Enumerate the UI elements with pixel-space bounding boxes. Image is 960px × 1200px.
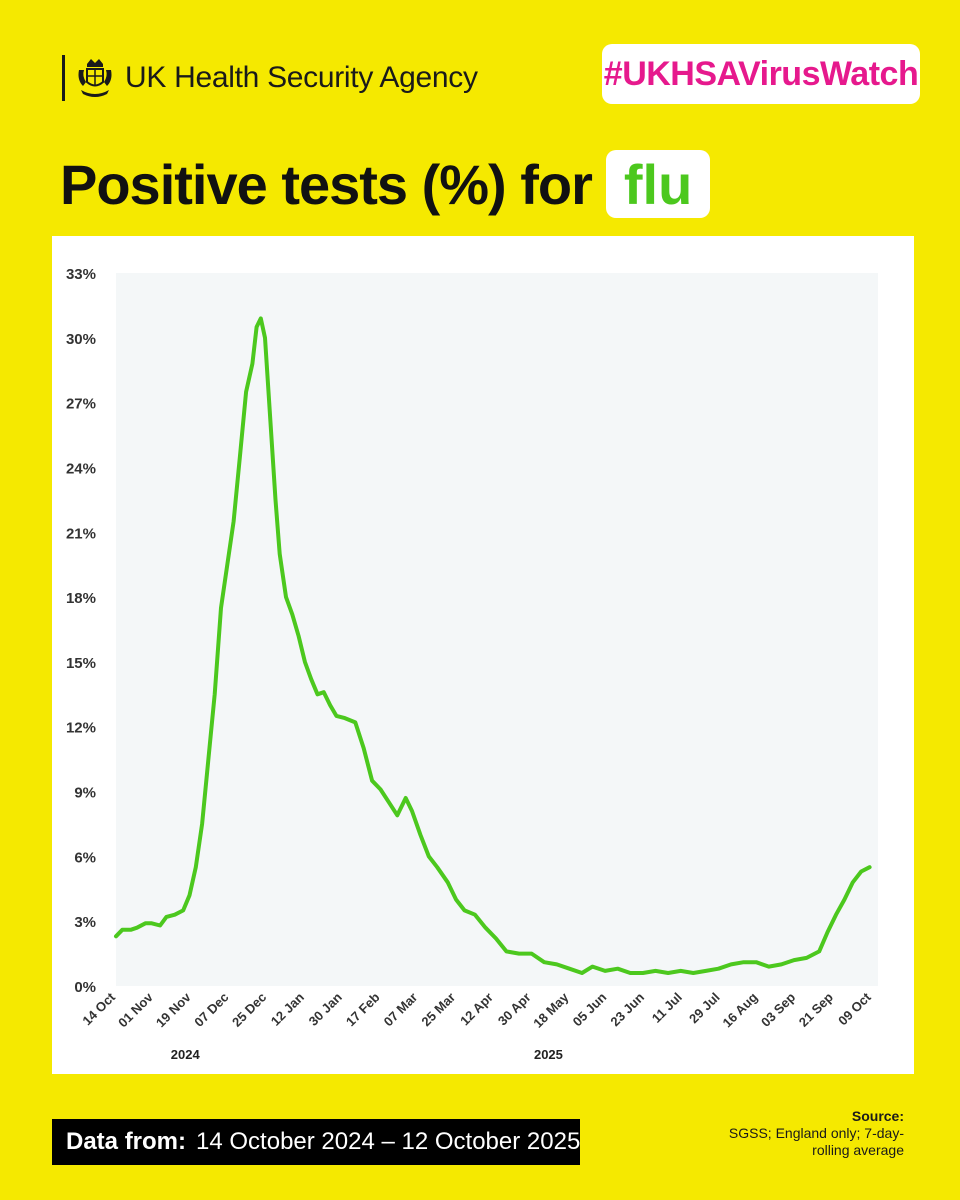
title-text: Positive tests (%) for (60, 152, 593, 216)
plot-area (116, 273, 878, 986)
x-tick-label: 30 Apr (495, 990, 534, 1029)
y-tick-label: 27% (66, 396, 96, 413)
flu-positivity-line (114, 316, 872, 975)
y-tick-label: 18% (66, 590, 96, 607)
x-tick-label: 07 Mar (381, 990, 421, 1030)
y-tick-label: 33% (66, 266, 96, 283)
brand-divider (62, 55, 65, 101)
line-chart: 0%3%6%9%12%15%18%21%24%27%30%33%14 Oct01… (66, 266, 878, 1062)
year-label: 2024 (171, 1047, 201, 1062)
y-tick-label: 15% (66, 655, 96, 672)
x-tick-label: 21 Sep (796, 989, 836, 1029)
data-range-box: Data from: 14 October 2024 – 12 October … (52, 1119, 580, 1165)
chart-panel: 0% 3% 6% 9% 12% 15% 18% 21% 24% 27% 30% 33% 14 Oct 01… (52, 236, 914, 1074)
data-range-value: 14 October 2024 – 12 October 2025 (196, 1128, 581, 1155)
y-tick-label: 0% (74, 979, 96, 996)
source-line-2: rolling average (812, 1142, 904, 1158)
x-tick-label: 19 Nov (153, 989, 194, 1030)
source-title: Source: (851, 1108, 904, 1124)
x-tick-label: 12 Jan (268, 989, 307, 1028)
y-tick-label: 21% (66, 525, 96, 542)
x-tick-label: 01 Nov (115, 989, 156, 1030)
x-tick-label: 11 Jul (649, 990, 685, 1026)
x-tick-label: 18 May (530, 989, 572, 1031)
agency-name: UK Health Security Agency (125, 61, 478, 94)
x-tick-label: 16 Aug (720, 989, 761, 1030)
y-tick-label: 30% (66, 331, 96, 348)
agency-brand: UK Health Security Agency (62, 54, 478, 102)
x-tick-label: 12 Apr (457, 990, 496, 1029)
y-tick-label: 6% (74, 849, 96, 866)
x-tick-label: 25 Dec (229, 990, 269, 1030)
x-tick-label: 30 Jan (306, 989, 345, 1028)
hashtag-badge: #UKHSAVirusWatch (602, 44, 920, 104)
x-tick-label: 23 Jun (607, 989, 647, 1029)
x-tick-label: 07 Dec (191, 990, 231, 1030)
year-label: 2025 (534, 1047, 563, 1062)
x-tick-label: 03 Sep (758, 989, 798, 1029)
y-tick-label: 24% (66, 460, 96, 477)
y-tick-label: 12% (66, 720, 96, 737)
source-line-1: SGSS; England only; 7-day- (728, 1125, 904, 1141)
x-tick-label: 09 Oct (835, 989, 874, 1028)
x-tick-label: 17 Feb (343, 989, 383, 1029)
x-tick-label: 29 Jul (686, 990, 723, 1027)
x-tick-label: 05 Jun (570, 989, 610, 1029)
royal-crest-icon (78, 59, 112, 97)
page-title: Positive tests (%) for flu (60, 148, 711, 220)
source-note: Source: SGSS; England only; 7-day- rolli… (664, 1108, 904, 1159)
x-tick-label: 25 Mar (418, 990, 458, 1030)
y-tick-label: 3% (74, 914, 96, 931)
data-range-label: Data from: (66, 1128, 187, 1155)
title-highlight: flu (605, 150, 711, 218)
y-tick-label: 9% (74, 785, 96, 802)
